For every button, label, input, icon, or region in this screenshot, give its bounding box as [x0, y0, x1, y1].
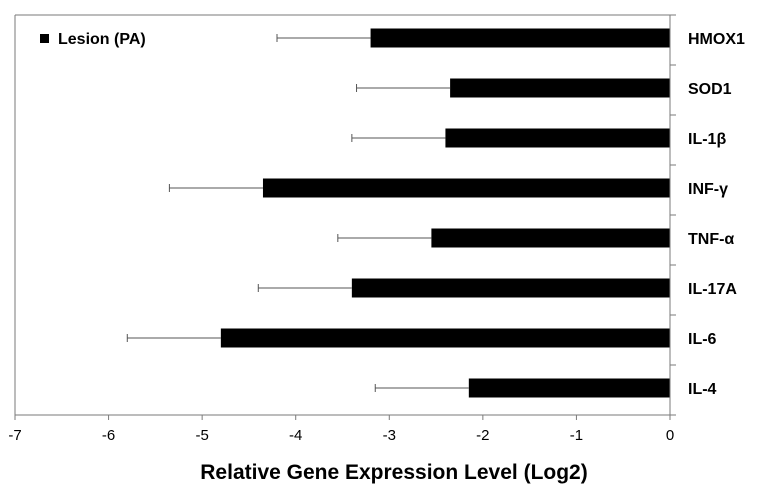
category-label-0: HMOX1 — [688, 31, 745, 48]
bar-5 — [351, 278, 670, 298]
error-bars-layer — [126, 34, 469, 392]
x-tick-label: -6 — [102, 427, 115, 444]
legend-label: Lesion (PA) — [58, 31, 146, 48]
category-label-1: SOD1 — [688, 81, 732, 98]
x-tick-label: -5 — [195, 427, 208, 444]
x-tick-label: -7 — [8, 427, 21, 444]
x-tick-label: -3 — [383, 427, 396, 444]
category-label-6: IL-6 — [688, 331, 717, 348]
category-label-3: INF-γ — [688, 181, 728, 198]
legend: Lesion (PA) — [40, 31, 146, 48]
x-tick-label: -4 — [289, 427, 302, 444]
bars-layer — [220, 28, 670, 398]
category-label-2: IL-1β — [688, 131, 726, 148]
legend-swatch — [40, 34, 49, 43]
bar-3 — [262, 178, 670, 198]
x-tick-labels: -7 -6 -5 -4 -3 -2 -1 0 — [8, 427, 674, 444]
bar-0 — [370, 28, 670, 48]
bar-2 — [445, 128, 670, 148]
category-label-7: IL-4 — [688, 381, 717, 398]
x-tick-label: 0 — [666, 427, 674, 444]
axes-layer — [14, 14, 676, 420]
x-axis-label: Relative Gene Expression Level (Log2) — [200, 461, 587, 484]
x-tick-label: -1 — [570, 427, 583, 444]
category-label-4: TNF-α — [688, 231, 734, 248]
bar-6 — [220, 328, 670, 348]
bar-7 — [468, 378, 670, 398]
x-tick-label: -2 — [476, 427, 489, 444]
category-labels: HMOX1 SOD1 IL-1β INF-γ TNF-α IL-17A IL-6 IL-4 — [688, 31, 745, 398]
bar-1 — [450, 78, 670, 98]
bar-4 — [431, 228, 670, 248]
category-label-5: IL-17A — [688, 281, 737, 298]
